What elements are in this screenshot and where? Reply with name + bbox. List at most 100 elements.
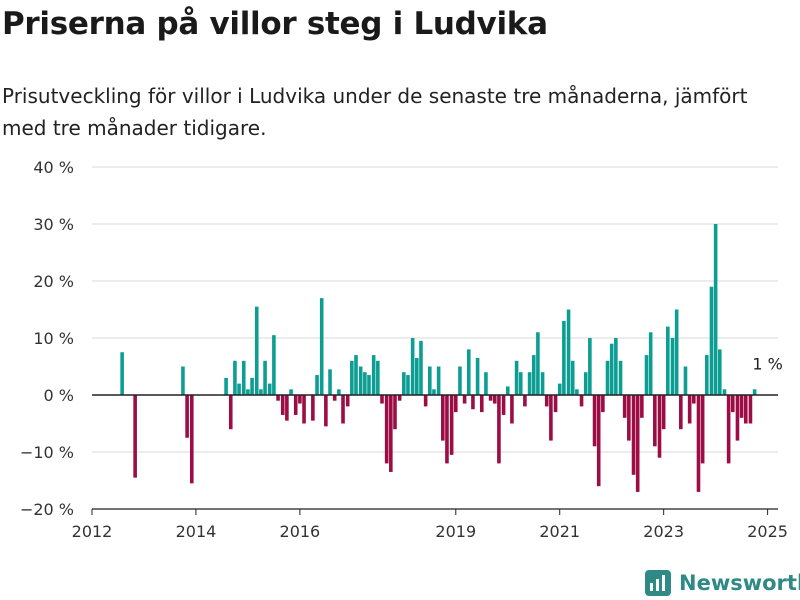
bar — [618, 360, 623, 395]
bar — [432, 389, 436, 395]
bar — [553, 395, 558, 413]
y-tick-label: 30 % — [33, 215, 74, 234]
bar — [730, 395, 735, 413]
bar — [345, 395, 350, 407]
bar — [466, 349, 471, 395]
bar — [449, 395, 454, 455]
bar — [518, 372, 523, 395]
bar — [462, 395, 467, 404]
bar — [752, 389, 757, 395]
bar — [376, 360, 380, 395]
bar — [748, 395, 753, 424]
bar — [224, 377, 228, 395]
bar — [254, 306, 259, 395]
bar — [189, 395, 194, 484]
bar — [588, 338, 592, 395]
y-tick-label: 0 % — [44, 386, 74, 405]
bar — [705, 355, 709, 395]
bar — [181, 366, 185, 395]
bar — [648, 332, 653, 395]
x-tick-label: 2016 — [280, 522, 321, 541]
bar — [566, 309, 571, 395]
bar-chart: −20 %−10 %0 %10 %20 %30 %40 % 2012 2014 20… — [20, 158, 788, 541]
bar — [666, 326, 670, 395]
bar — [337, 389, 341, 395]
x-tick-label: 2023 — [643, 522, 684, 541]
bar — [510, 395, 514, 424]
bar — [653, 395, 657, 447]
bar — [440, 395, 445, 441]
bar — [384, 395, 389, 464]
bar — [583, 372, 588, 395]
bar — [488, 395, 493, 401]
bar — [644, 355, 649, 395]
y-tick-label: −20 % — [20, 500, 74, 519]
bar — [332, 395, 337, 401]
bar — [687, 395, 692, 424]
bar — [657, 395, 662, 458]
bar — [536, 332, 540, 395]
bar — [540, 372, 545, 395]
bar — [341, 395, 345, 424]
x-tick-label: 2025 — [747, 522, 788, 541]
newsworthy-chart-logo-icon — [645, 570, 671, 596]
bar — [635, 395, 640, 492]
bar — [419, 340, 423, 395]
bar — [544, 395, 549, 407]
bar — [631, 395, 636, 475]
bar — [609, 343, 614, 395]
bar — [484, 372, 488, 395]
bar — [622, 395, 627, 418]
bar — [267, 383, 272, 395]
bar — [700, 395, 705, 464]
bar — [272, 335, 276, 395]
bar — [246, 389, 250, 395]
bar — [674, 309, 679, 395]
bar — [328, 369, 332, 395]
chart-subtitle: Prisutveckling för villor i Ludvika unde… — [2, 84, 748, 140]
bar — [743, 395, 748, 424]
bar — [479, 395, 484, 413]
x-tick-label: 2012 — [72, 522, 113, 541]
bar — [410, 338, 415, 395]
bar — [423, 395, 428, 407]
brand-name: Newsworthy — [679, 571, 800, 595]
bar — [293, 395, 298, 415]
bar — [324, 395, 328, 427]
bar — [276, 395, 280, 401]
y-axis-tick-labels: −20 % −10 % 0 % 10 % 20 % 30 % 40 % — [20, 158, 74, 519]
bar — [428, 366, 432, 395]
bar — [640, 395, 644, 418]
bar — [570, 360, 575, 395]
bar — [679, 395, 683, 430]
bar — [505, 386, 510, 395]
x-tick-label: 2019 — [435, 522, 476, 541]
y-tick-label: 10 % — [33, 329, 74, 348]
bar — [497, 395, 501, 464]
bar — [380, 395, 384, 404]
bar — [614, 338, 618, 395]
bar — [302, 395, 306, 424]
bar — [354, 355, 358, 395]
bar — [523, 395, 527, 407]
x-tick-label: 2014 — [176, 522, 217, 541]
bar — [133, 395, 137, 478]
bar — [601, 395, 605, 413]
bar — [471, 395, 475, 410]
bar — [315, 375, 319, 395]
y-tick-label: 20 % — [33, 272, 74, 291]
newsworthy-logo: Newsworthy — [645, 568, 800, 598]
bar — [579, 395, 584, 407]
y-tick-label: −10 % — [20, 443, 74, 462]
x-axis: 2012 2014 2016 2019 2021 2023 2025 — [72, 508, 788, 541]
bar — [696, 395, 701, 492]
bars — [92, 224, 778, 492]
bar — [501, 395, 506, 415]
bar — [492, 395, 497, 404]
bar — [458, 366, 462, 395]
bar — [531, 355, 536, 395]
bar — [241, 360, 246, 395]
bar — [562, 320, 566, 395]
bar — [596, 395, 601, 487]
bar — [735, 395, 740, 441]
